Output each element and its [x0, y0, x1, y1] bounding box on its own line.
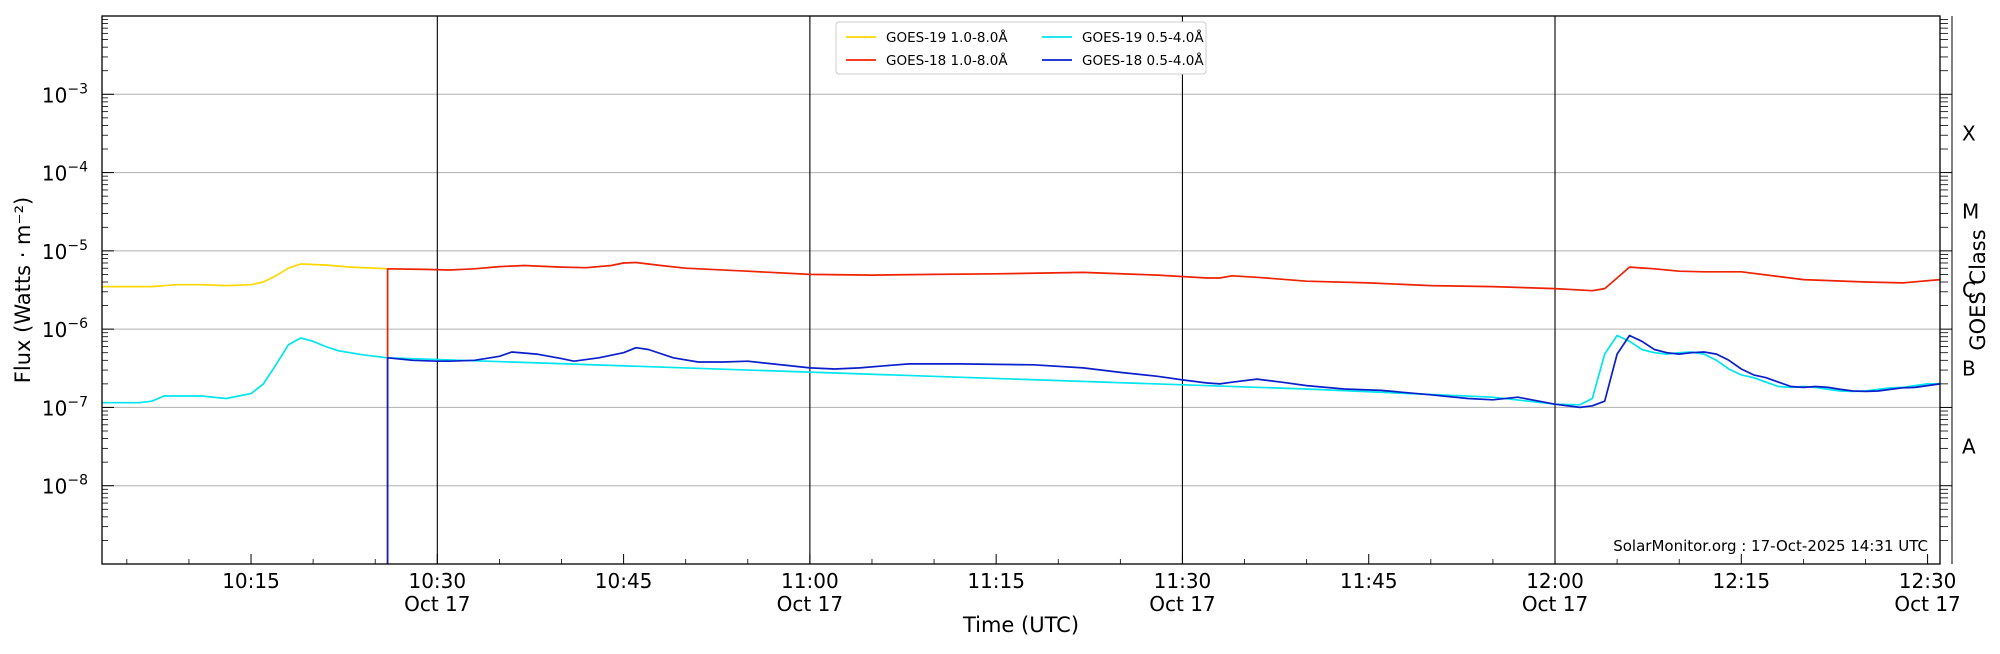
- goes-class-label: A: [1962, 435, 1976, 459]
- goes-class-label: X: [1962, 121, 1976, 145]
- x-tick-label: 12:15: [1712, 569, 1770, 593]
- vertical-markers: [436, 16, 1556, 564]
- y-tick-label: 10−8: [42, 473, 88, 499]
- legend: GOES-19 1.0-8.0Å GOES-19 0.5-4.0Å GOES-18 …: [835, 21, 1207, 75]
- legend-box: [835, 21, 1207, 75]
- y-axis-title: Flux (Watts · m⁻²): [11, 197, 35, 383]
- x-tick-date-label: Oct 17: [777, 592, 843, 616]
- x-tick-date-label: Oct 17: [1149, 592, 1215, 616]
- x-tick-label: 10:30: [408, 569, 466, 593]
- y-tick-label: 10−4: [42, 160, 88, 186]
- goes-class-axis-title: GOES Class: [1966, 229, 1990, 350]
- y-tick-label: 10−6: [42, 316, 88, 342]
- goes-class-label: C: [1962, 278, 1976, 302]
- series-line: [386, 261, 1941, 564]
- plot-frame: [101, 15, 1941, 565]
- goes-class-label: B: [1962, 356, 1976, 380]
- x-axis-title: Time (UTC): [962, 613, 1079, 637]
- legend-label: GOES-19 1.0-8.0Å: [886, 29, 1008, 46]
- x-tick-label: 11:15: [967, 569, 1025, 593]
- legend-label: GOES-18 1.0-8.0Å: [886, 52, 1008, 69]
- x-tick-date-label: Oct 17: [1522, 592, 1588, 616]
- x-tick-label: 11:00: [781, 569, 839, 593]
- legend-label: GOES-18 0.5-4.0Å: [1082, 52, 1204, 69]
- x-tick-label: 10:15: [222, 569, 280, 593]
- series-line: [102, 263, 388, 288]
- x-tick-label: 12:00: [1526, 569, 1584, 593]
- y-tick-label: 10−7: [42, 394, 88, 420]
- series-line: [386, 334, 1941, 564]
- x-tick-label: 12:30: [1899, 569, 1957, 593]
- goes-class-label: M: [1962, 200, 1979, 224]
- x-tick-label: 11:45: [1340, 569, 1398, 593]
- legend-label: GOES-19 0.5-4.0Å: [1082, 29, 1204, 46]
- grid-layer: [102, 93, 1940, 487]
- x-tick-label: 11:30: [1154, 569, 1212, 593]
- credit-text: SolarMonitor.org : 17-Oct-2025 14:31 UTC: [1613, 537, 1928, 555]
- x-tick-date-label: Oct 17: [404, 592, 470, 616]
- y-tick-label: 10−3: [42, 81, 88, 107]
- series-layer: [102, 261, 1941, 564]
- x-tick-date-label: Oct 17: [1894, 592, 1960, 616]
- series-line: [102, 334, 1940, 406]
- x-tick-label: 10:45: [595, 569, 653, 593]
- y-tick-label: 10−5: [42, 238, 88, 264]
